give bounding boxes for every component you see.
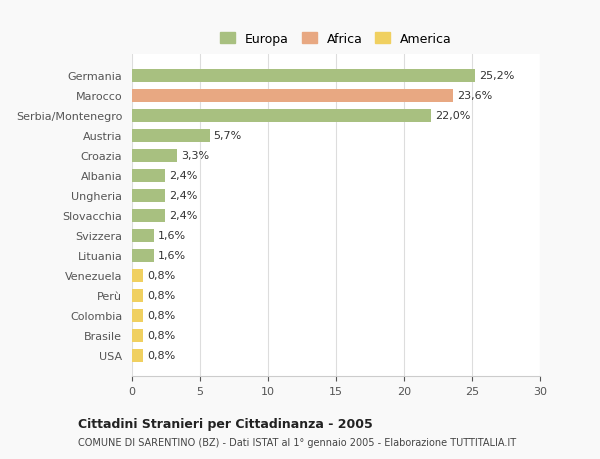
Text: Cittadini Stranieri per Cittadinanza - 2005: Cittadini Stranieri per Cittadinanza - 2… — [78, 417, 373, 430]
Text: 1,6%: 1,6% — [158, 251, 186, 261]
Bar — [132, 150, 177, 162]
Text: 5,7%: 5,7% — [214, 131, 242, 141]
Bar — [132, 349, 143, 362]
Bar — [132, 209, 164, 222]
Bar — [132, 249, 154, 262]
Bar — [132, 110, 431, 123]
Text: 3,3%: 3,3% — [181, 151, 209, 161]
Text: 0,8%: 0,8% — [147, 270, 175, 280]
Bar — [132, 269, 143, 282]
Bar — [132, 289, 143, 302]
Text: 25,2%: 25,2% — [479, 71, 514, 81]
Text: 2,4%: 2,4% — [169, 171, 197, 181]
Text: 0,8%: 0,8% — [147, 350, 175, 360]
Text: COMUNE DI SARENTINO (BZ) - Dati ISTAT al 1° gennaio 2005 - Elaborazione TUTTITAL: COMUNE DI SARENTINO (BZ) - Dati ISTAT al… — [78, 437, 516, 447]
Text: 2,4%: 2,4% — [169, 191, 197, 201]
Bar — [132, 309, 143, 322]
Text: 0,8%: 0,8% — [147, 291, 175, 301]
Bar — [132, 169, 164, 182]
Bar — [132, 229, 154, 242]
Text: 23,6%: 23,6% — [457, 91, 492, 101]
Legend: Europa, Africa, America: Europa, Africa, America — [217, 29, 455, 50]
Bar — [132, 329, 143, 342]
Text: 0,8%: 0,8% — [147, 330, 175, 340]
Bar — [132, 129, 209, 142]
Text: 22,0%: 22,0% — [435, 111, 470, 121]
Text: 2,4%: 2,4% — [169, 211, 197, 221]
Text: 1,6%: 1,6% — [158, 231, 186, 241]
Bar — [132, 189, 164, 202]
Bar — [132, 70, 475, 83]
Text: 0,8%: 0,8% — [147, 310, 175, 320]
Bar — [132, 90, 453, 102]
